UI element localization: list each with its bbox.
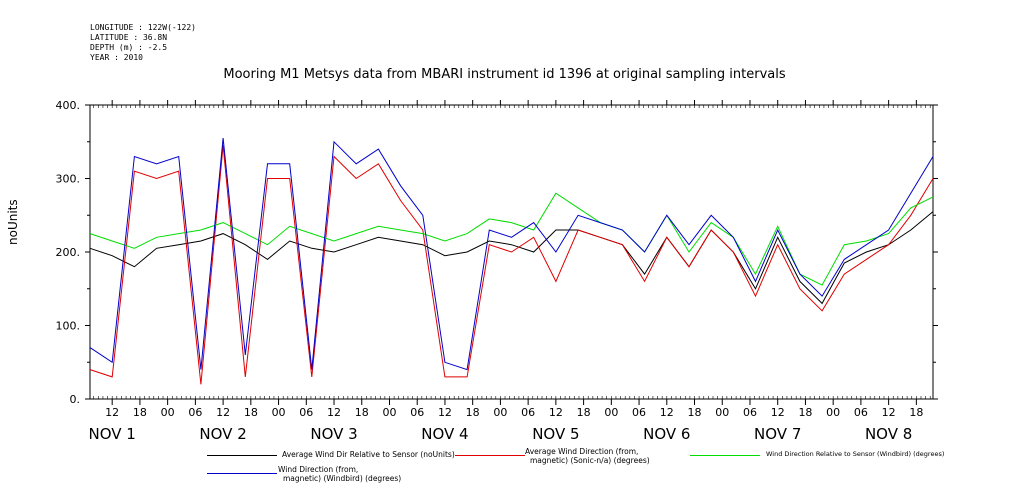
y-tick-label: 400. bbox=[56, 99, 81, 112]
meta-year: YEAR : 2010 bbox=[90, 53, 143, 62]
x-hour-label: 06 bbox=[743, 406, 757, 419]
y-tick-label: 0. bbox=[70, 393, 81, 406]
legend-swatch-windbird-rel bbox=[690, 455, 760, 456]
x-day-label: NOV 7 bbox=[754, 425, 801, 443]
legend-label-sensor: Average Wind Dir Relative to Sensor (noU… bbox=[282, 450, 455, 459]
x-hour-label: 12 bbox=[549, 406, 563, 419]
y-tick-label: 200. bbox=[56, 246, 81, 259]
x-day-label: NOV 6 bbox=[643, 425, 690, 443]
x-hour-label: 00 bbox=[272, 406, 286, 419]
x-hour-label: 06 bbox=[299, 406, 313, 419]
x-hour-label: 00 bbox=[493, 406, 507, 419]
x-hour-label: 18 bbox=[688, 406, 702, 419]
meta-latitude: LATITUDE : 36.8N bbox=[90, 33, 168, 42]
legend-label-sonic-line2: magnetic) (Sonic-n/a) (degrees) bbox=[530, 456, 650, 465]
x-hour-label: 12 bbox=[105, 406, 119, 419]
series-line-windbird_rel bbox=[89, 192, 934, 286]
x-hour-label: 06 bbox=[854, 406, 868, 419]
x-hour-label: 18 bbox=[244, 406, 258, 419]
x-hour-label: 12 bbox=[216, 406, 230, 419]
x-hour-label: 18 bbox=[577, 406, 591, 419]
x-hour-label: 18 bbox=[355, 406, 369, 419]
x-hour-label: 00 bbox=[826, 406, 840, 419]
x-hour-label: 06 bbox=[410, 406, 424, 419]
x-hour-label: 12 bbox=[327, 406, 341, 419]
legend-label-sonic-line1: Average Wind Direction (from, bbox=[525, 447, 639, 456]
x-day-label: NOV 5 bbox=[532, 425, 579, 443]
x-hour-label: 00 bbox=[715, 406, 729, 419]
legend-label-windbird-rel: Wind Direction Relative to Sensor (Windb… bbox=[766, 450, 945, 458]
x-hour-label: 18 bbox=[466, 406, 480, 419]
x-day-label: NOV 8 bbox=[865, 425, 912, 443]
meta-depth: DEPTH (m) : -2.5 bbox=[90, 43, 168, 52]
x-hour-label: 12 bbox=[438, 406, 452, 419]
x-hour-label: 00 bbox=[604, 406, 618, 419]
legend-swatch-sensor bbox=[207, 455, 277, 456]
legend-label-windbird-dir-line2: magnetic) (Windbird) (degrees) bbox=[283, 474, 402, 483]
y-tick-label: 300. bbox=[56, 173, 81, 186]
series-line-windbird_dir bbox=[89, 138, 934, 371]
x-hour-label: 00 bbox=[382, 406, 396, 419]
x-hour-label: 18 bbox=[133, 406, 147, 419]
x-day-label: NOV 4 bbox=[421, 425, 468, 443]
x-day-label: NOV 3 bbox=[310, 425, 357, 443]
x-hour-label: 06 bbox=[188, 406, 202, 419]
series-line-sensor bbox=[89, 211, 934, 305]
x-hour-label: 12 bbox=[771, 406, 785, 419]
x-hour-label: 12 bbox=[882, 406, 896, 419]
y-tick-label: 100. bbox=[56, 320, 81, 333]
x-hour-label: 12 bbox=[660, 406, 674, 419]
x-hour-label: 06 bbox=[521, 406, 535, 419]
legend-swatch-sonic bbox=[455, 455, 525, 456]
legend-label-windbird-dir-line1: Wind Direction (from, bbox=[278, 465, 359, 474]
x-day-label: NOV 1 bbox=[89, 425, 136, 443]
x-hour-label: 06 bbox=[632, 406, 646, 419]
x-hour-label: 18 bbox=[798, 406, 812, 419]
series-line-sonic bbox=[89, 145, 934, 385]
legend-swatch-windbird-dir bbox=[207, 473, 277, 474]
x-hour-label: 18 bbox=[909, 406, 923, 419]
chart-title: Mooring M1 Metsys data from MBARI instru… bbox=[223, 67, 786, 82]
x-day-label: NOV 2 bbox=[199, 425, 246, 443]
meta-longitude: LONGITUDE : 122W(-122) bbox=[90, 23, 196, 32]
x-hour-label: 00 bbox=[161, 406, 175, 419]
